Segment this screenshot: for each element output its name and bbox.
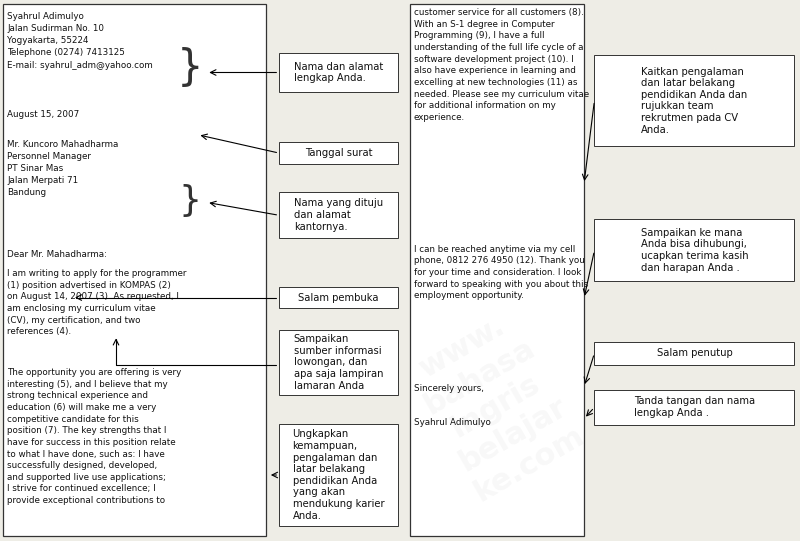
Bar bbox=[279, 287, 398, 308]
Bar bbox=[594, 342, 794, 365]
Text: August 15, 2007: August 15, 2007 bbox=[7, 110, 79, 120]
Text: Salam penutup: Salam penutup bbox=[657, 348, 732, 358]
Text: I can be reached anytime via my cell
phone, 0812 276 4950 (12). Thank you
for yo: I can be reached anytime via my cell pho… bbox=[414, 245, 588, 300]
Bar bbox=[279, 330, 398, 395]
Text: Syahrul Adimulyo: Syahrul Adimulyo bbox=[414, 418, 490, 427]
Bar bbox=[3, 4, 266, 536]
Bar bbox=[279, 53, 398, 92]
Text: Mr. Kuncoro Mahadharma
Personnel Manager
PT Sinar Mas
Jalan Merpati 71
Bandung: Mr. Kuncoro Mahadharma Personnel Manager… bbox=[7, 140, 118, 197]
Text: Ungkapkan
kemampuan,
pengalaman dan
latar belakang
pendidikan Anda
yang akan
men: Ungkapkan kemampuan, pengalaman dan lata… bbox=[293, 430, 384, 520]
Text: Tanggal surat: Tanggal surat bbox=[305, 148, 372, 158]
Text: Kaitkan pengalaman
dan latar belakang
pendidikan Anda dan
rujukkan team
rekrutme: Kaitkan pengalaman dan latar belakang pe… bbox=[642, 67, 747, 135]
Text: I am writing to apply for the programmer
(1) position advertised in KOMPAS (2)
o: I am writing to apply for the programmer… bbox=[7, 269, 186, 336]
Text: Sampaikan
sumber informasi
lowongan, dan
apa saja lampiran
lamaran Anda: Sampaikan sumber informasi lowongan, dan… bbox=[294, 334, 383, 391]
Text: Salam pembuka: Salam pembuka bbox=[298, 293, 378, 302]
Text: Dear Mr. Mahadharma:: Dear Mr. Mahadharma: bbox=[7, 250, 107, 259]
Text: Sampaikan ke mana
Anda bisa dihubungi,
ucapkan terima kasih
dan harapan Anda .: Sampaikan ke mana Anda bisa dihubungi, u… bbox=[641, 228, 748, 273]
Text: customer service for all customers (8).
With an S-1 degree in Computer
Programmi: customer service for all customers (8). … bbox=[414, 8, 589, 122]
Text: Tanda tangan dan nama
lengkap Anda .: Tanda tangan dan nama lengkap Anda . bbox=[634, 397, 755, 418]
Bar bbox=[279, 142, 398, 164]
Text: Syahrul Adimulyo
Jalan Sudirman No. 10
Yogyakarta, 55224
Telephone (0274) 741312: Syahrul Adimulyo Jalan Sudirman No. 10 Y… bbox=[7, 12, 153, 69]
Text: Nama yang dituju
dan alamat
kantornya.: Nama yang dituju dan alamat kantornya. bbox=[294, 199, 383, 232]
Bar bbox=[410, 4, 584, 536]
Text: Nama dan alamat
lengkap Anda.: Nama dan alamat lengkap Anda. bbox=[294, 62, 383, 83]
Bar bbox=[594, 55, 794, 146]
Text: }: } bbox=[176, 47, 203, 89]
Bar bbox=[279, 424, 398, 526]
Text: The opportunity you are offering is very
interesting (5), and I believe that my
: The opportunity you are offering is very… bbox=[7, 368, 182, 505]
Text: Sincerely yours,: Sincerely yours, bbox=[414, 384, 483, 393]
Text: }: } bbox=[178, 184, 201, 218]
Bar bbox=[594, 390, 794, 425]
Text: www.
bahasa
ingris
belajar
ke.com: www. bahasa ingris belajar ke.com bbox=[402, 304, 590, 507]
Bar bbox=[594, 219, 794, 281]
Bar bbox=[279, 192, 398, 238]
